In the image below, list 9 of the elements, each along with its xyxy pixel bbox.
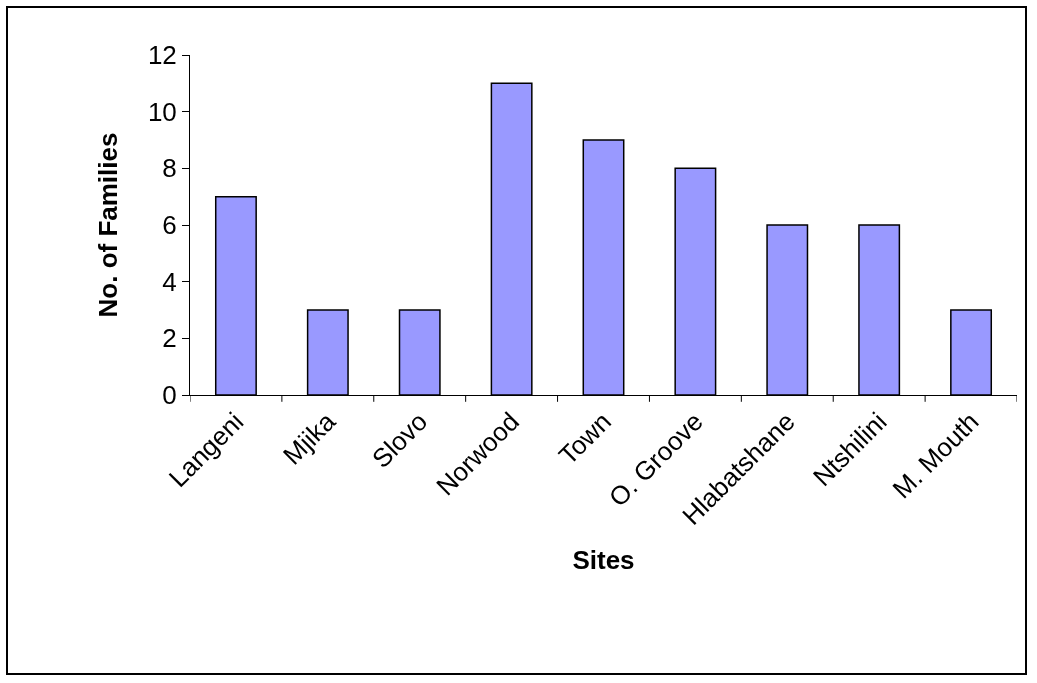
y-tick-label: 4 bbox=[162, 266, 177, 297]
y-tick-label: 2 bbox=[162, 323, 177, 354]
y-tick-label: 10 bbox=[147, 96, 177, 127]
x-axis-title: Sites bbox=[572, 544, 635, 575]
y-tick-label: 0 bbox=[162, 380, 177, 411]
y-tick-label: 12 bbox=[147, 40, 177, 71]
y-tick-label: 8 bbox=[162, 153, 177, 184]
y-tick-label: 6 bbox=[162, 210, 177, 241]
y-axis-title: No. of Families bbox=[93, 132, 124, 318]
